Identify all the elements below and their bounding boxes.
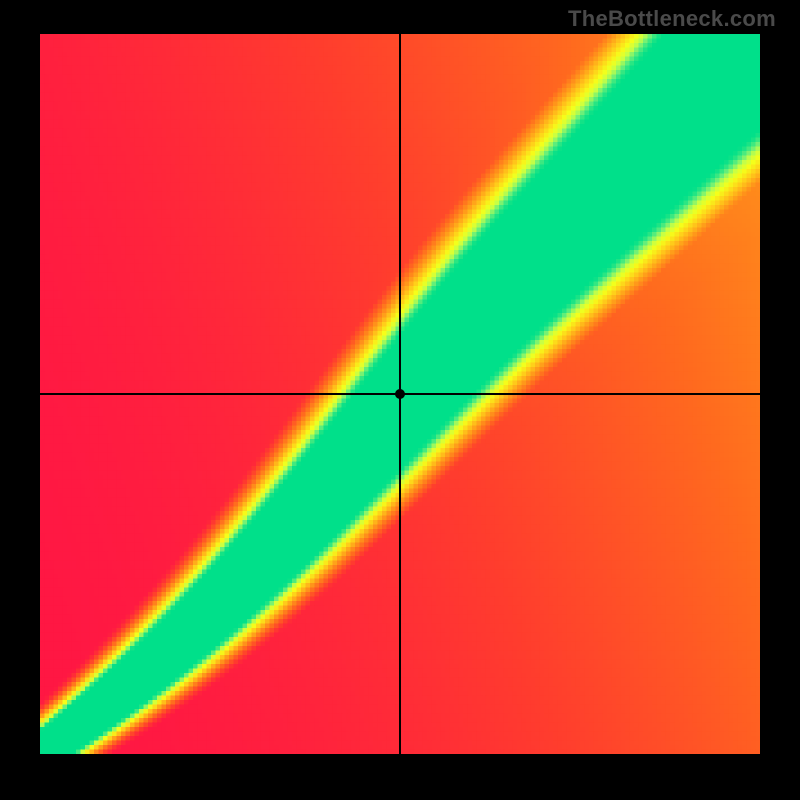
plot-area bbox=[40, 34, 760, 754]
crosshair-marker bbox=[395, 389, 405, 399]
watermark: TheBottleneck.com bbox=[568, 6, 776, 32]
